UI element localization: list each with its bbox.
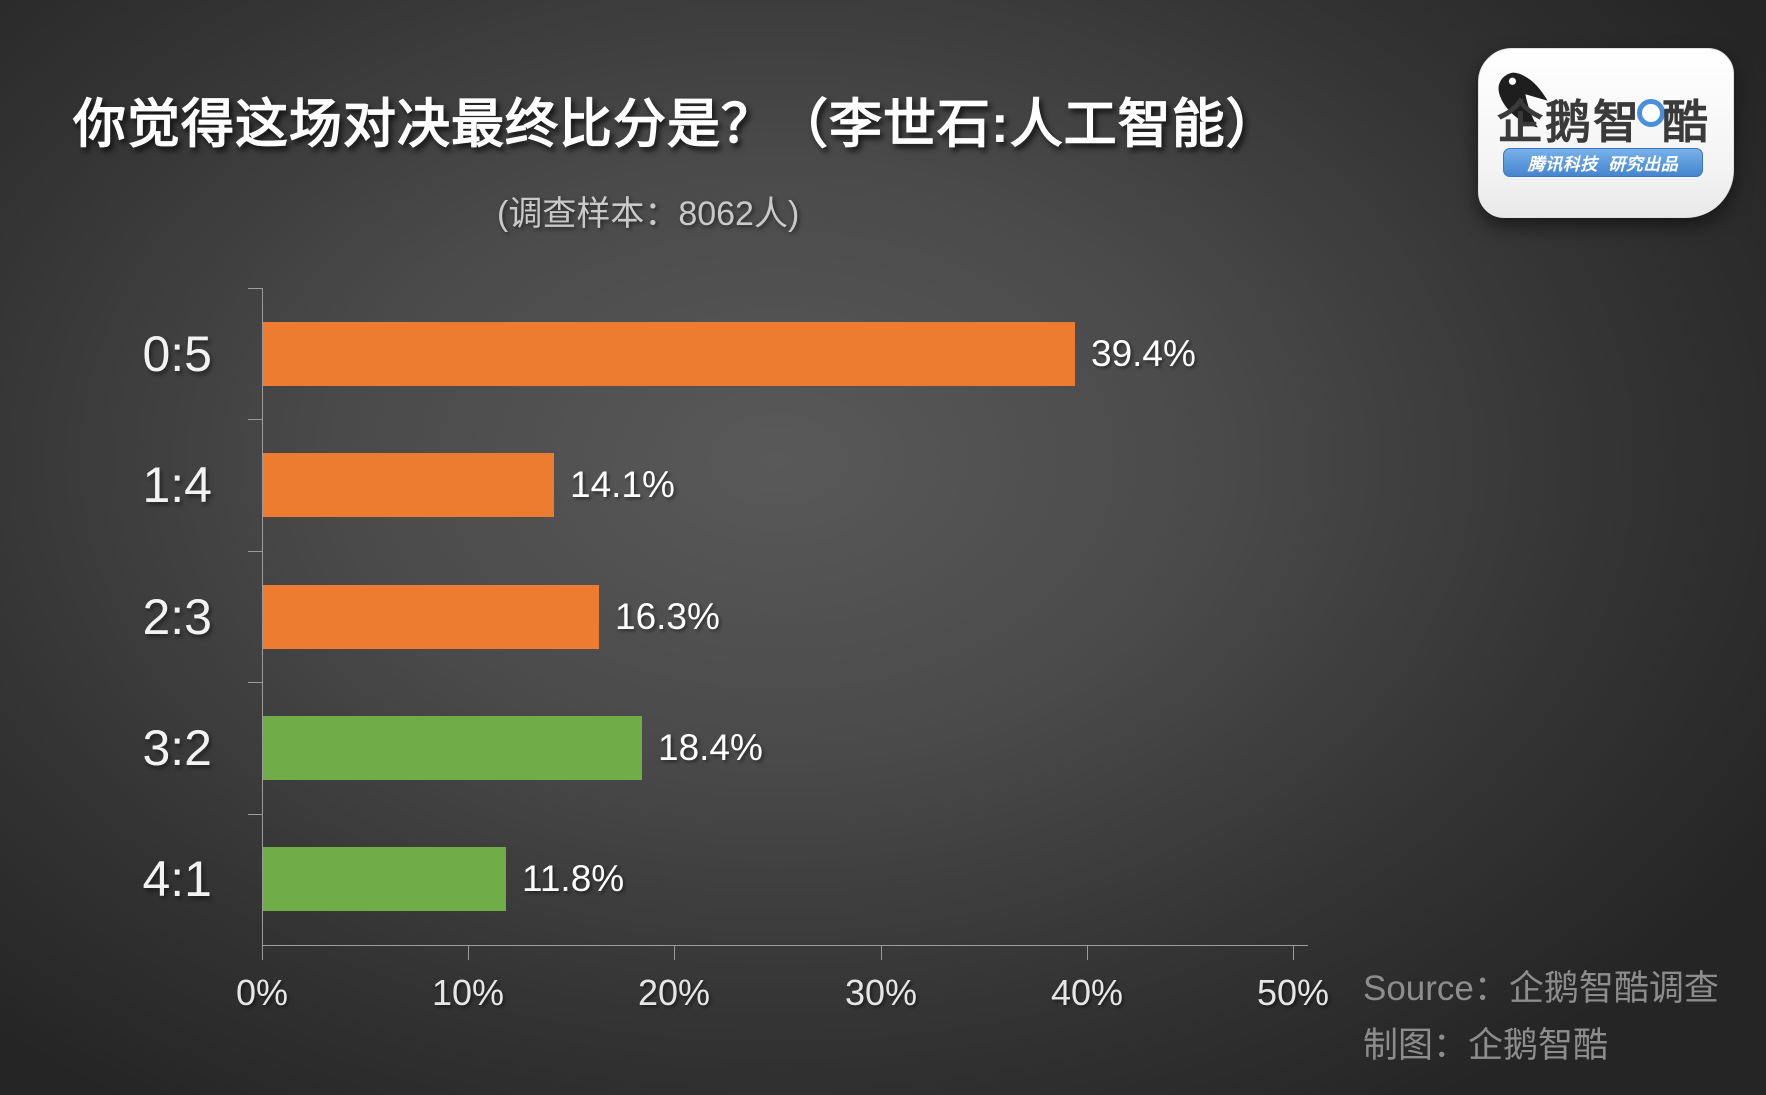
x-axis-tick	[1087, 945, 1088, 960]
brand-text-prefix: 企鹅智	[1497, 96, 1641, 148]
x-tick-label: 10%	[431, 972, 505, 1013]
x-axis-tick	[1293, 945, 1294, 960]
x-axis-tick	[468, 945, 469, 960]
penguin-icon	[1498, 72, 1548, 128]
source-text: Source：企鹅智酷调查	[1363, 969, 1719, 1008]
value-label: 14.1%	[570, 464, 675, 506]
y-axis-tick	[248, 419, 262, 421]
brand-badge-label: 腾讯科技 研究出品	[1527, 155, 1679, 174]
x-tick-label: 0%	[235, 972, 289, 1013]
category-label: 1:4	[142, 457, 212, 514]
chart-subtitle: (调查样本：8062人)	[497, 195, 800, 233]
x-tick-label: 40%	[1050, 972, 1124, 1013]
value-label: 39.4%	[1091, 332, 1196, 374]
y-axis-tick	[248, 288, 262, 289]
brand-logo-text: 企鹅智酷	[1497, 99, 1717, 145]
x-axis-tick	[262, 945, 263, 960]
x-tick-label: 30%	[844, 972, 918, 1013]
x-axis-tick	[674, 945, 675, 960]
category-label: 2:3	[142, 588, 212, 645]
page-title: 你觉得这场对决最终比分是？（李世石:人工智能）	[73, 95, 1280, 154]
bar	[263, 847, 506, 912]
bar	[263, 321, 1075, 386]
y-axis-tick	[248, 550, 262, 552]
x-tick-label: 50%	[1256, 972, 1330, 1013]
category-label: 4:1	[142, 851, 212, 908]
brand-badge: 腾讯科技 研究出品	[1503, 148, 1703, 177]
y-axis-line	[262, 288, 263, 945]
brand-logo-card: 企鹅智酷 腾讯科技 研究出品	[1478, 48, 1734, 218]
value-label: 16.3%	[615, 595, 720, 637]
x-tick-label: 20%	[637, 972, 711, 1013]
value-label: 18.4%	[658, 726, 763, 768]
value-label: 11.8%	[522, 858, 625, 900]
category-label: 0:5	[142, 325, 212, 382]
x-axis-tick	[881, 945, 882, 960]
x-axis-line	[262, 945, 1308, 946]
bar	[263, 453, 554, 518]
brand-ring-icon	[1637, 99, 1665, 127]
bar	[263, 584, 599, 649]
category-label: 3:2	[142, 719, 212, 776]
credit-text: 制图：企鹅智酷	[1363, 1026, 1609, 1065]
y-axis-tick	[248, 682, 262, 684]
y-axis-tick	[248, 813, 262, 815]
brand-text-suffix: 酷	[1662, 96, 1710, 148]
bar	[263, 715, 642, 780]
